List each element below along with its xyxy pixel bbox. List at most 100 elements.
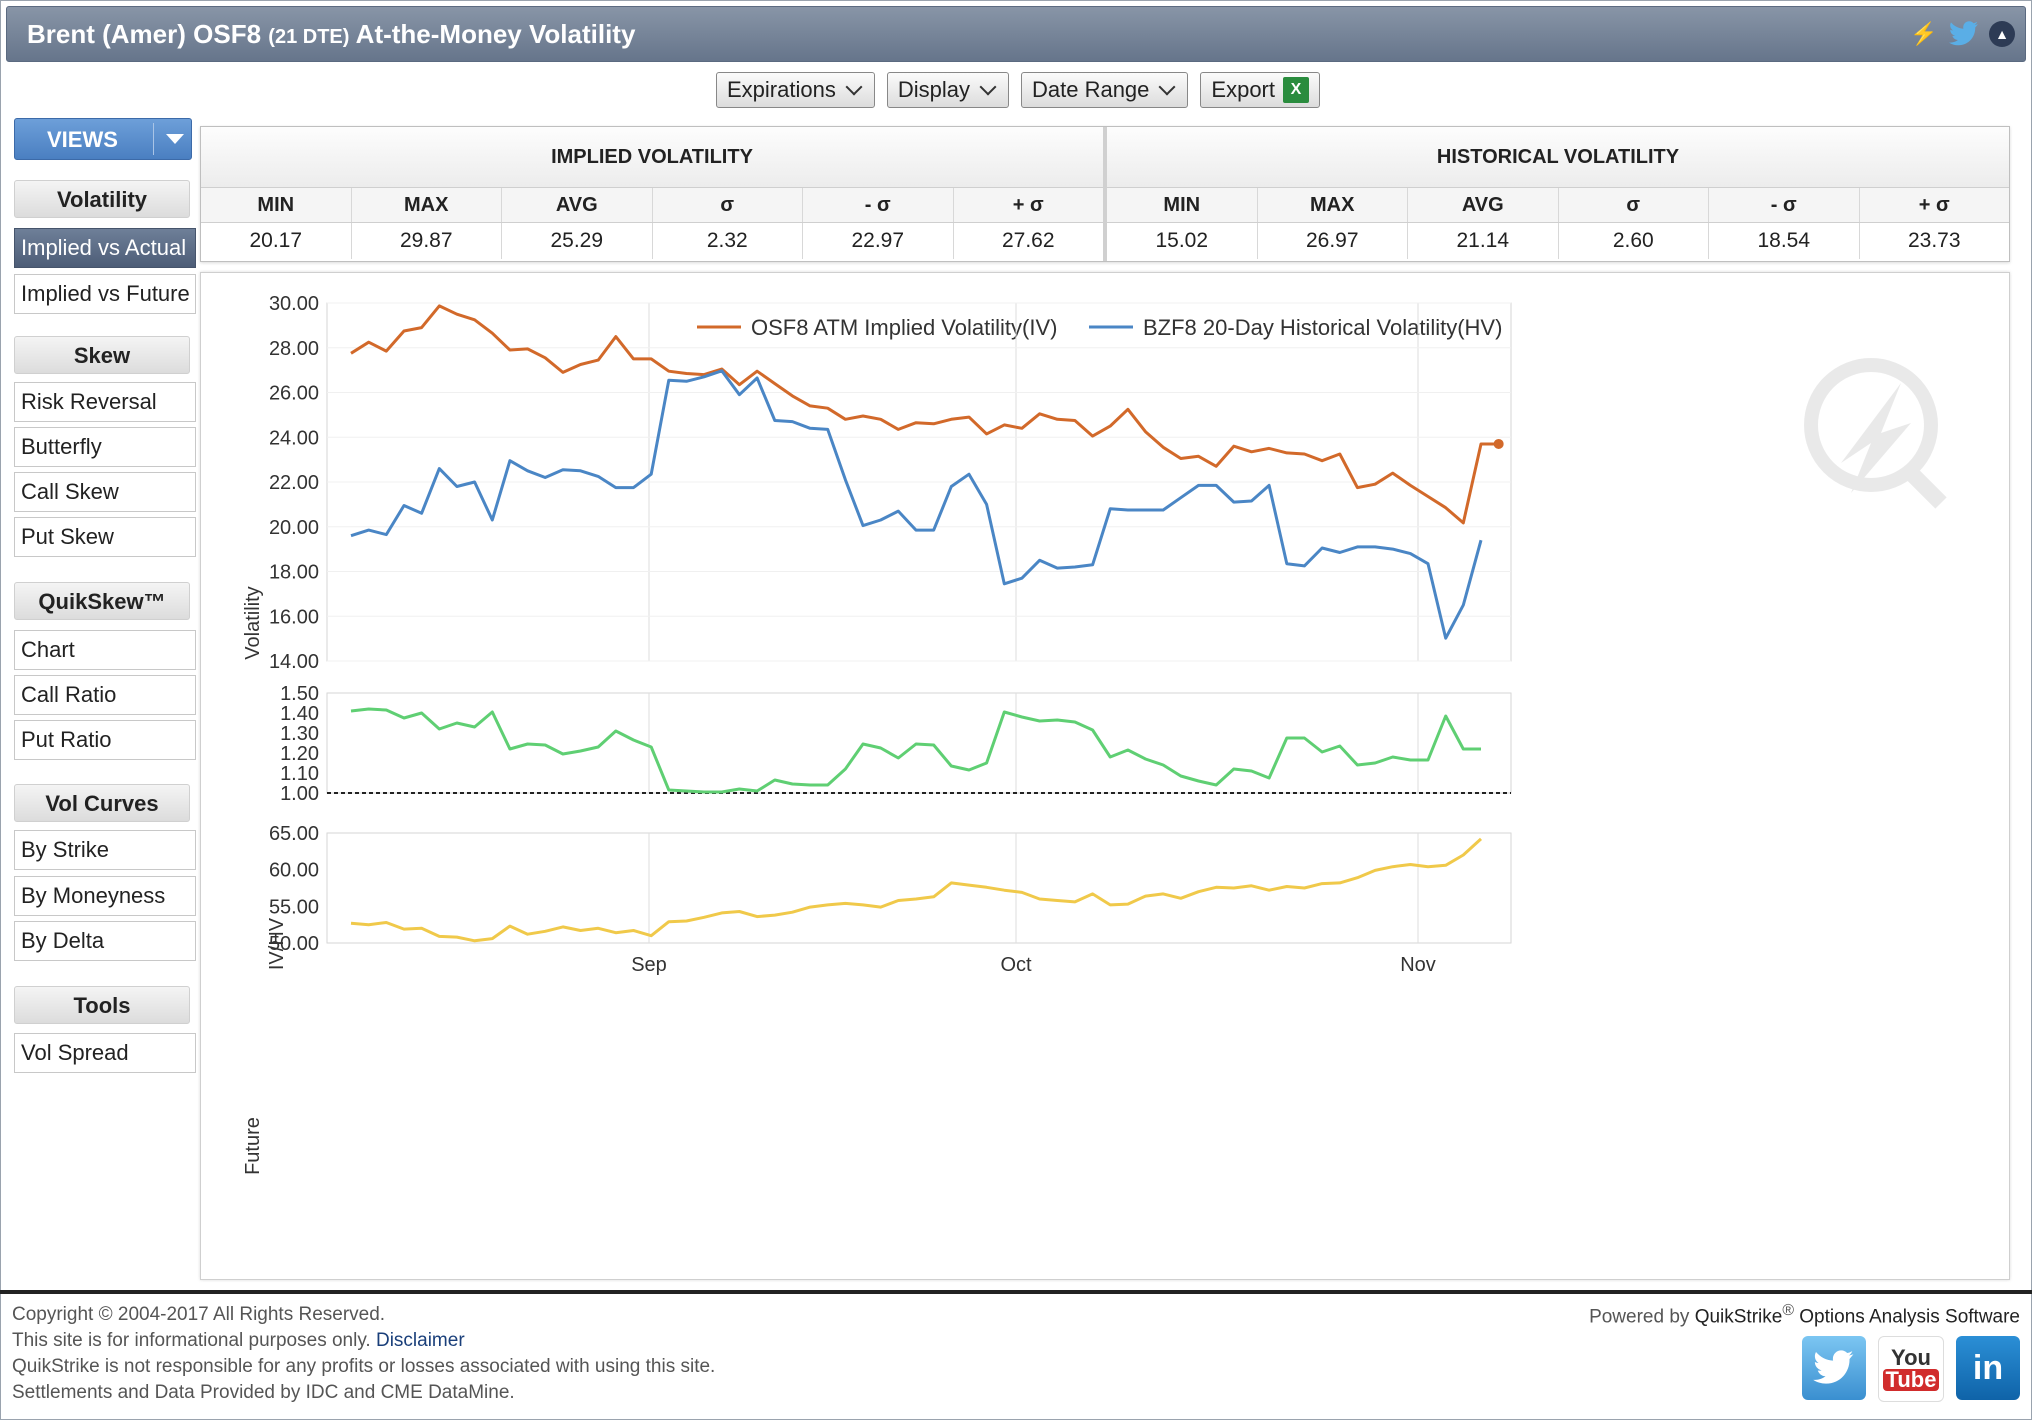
chevron-down-icon xyxy=(845,78,863,96)
footer-left: Copyright © 2004-2017 All Rights Reserve… xyxy=(12,1302,715,1406)
export-button[interactable]: Export X xyxy=(1200,72,1320,108)
iv-value-sigma: 2.32 xyxy=(653,223,803,259)
iv-header-min: MIN xyxy=(201,188,352,222)
date-range-label: Date Range xyxy=(1031,77,1150,102)
sidebar-item-implied-vs-actual[interactable]: Implied vs Actual xyxy=(14,228,196,268)
twitter-social-icon[interactable] xyxy=(1802,1336,1866,1400)
linkedin-icon[interactable]: in xyxy=(1956,1336,2020,1400)
title-bar: Brent (Amer) OSF8 (21 DTE) At-the-Money … xyxy=(6,6,2026,62)
y-label-iv-hv: IV/HV xyxy=(266,917,288,970)
sidebar-item-put-skew[interactable]: Put Skew xyxy=(14,517,196,557)
iv-header-sigma: σ xyxy=(652,188,803,222)
iv-value-minus-sigma: 22.97 xyxy=(803,223,954,259)
iv-value-min: 20.17 xyxy=(201,223,352,259)
display-dropdown[interactable]: Display xyxy=(886,72,1009,108)
social-links: You Tube in xyxy=(1802,1336,2020,1402)
hv-value-plus-sigma: 23.73 xyxy=(1907,229,1961,252)
info-prefix: This site is for informational purposes … xyxy=(12,1330,371,1351)
hv-value-max: 26.97 xyxy=(1258,223,1408,259)
y-label-volatility: Volatility xyxy=(242,586,264,659)
youtube-you: You xyxy=(1891,1345,1931,1370)
section-tools[interactable]: Tools xyxy=(14,986,190,1024)
sidebar-item-put-ratio[interactable]: Put Ratio xyxy=(14,720,196,760)
sidebar-item-implied-vs-future[interactable]: Implied vs Future xyxy=(14,274,196,314)
responsibility-text: QuikStrike is not responsible for any pr… xyxy=(12,1356,716,1377)
y-tick-label: 1.20 xyxy=(280,743,319,765)
sidebar-item-by-moneyness[interactable]: By Moneyness xyxy=(14,876,196,916)
hv-header-min: MIN xyxy=(1107,188,1258,222)
x-tick-label: Nov xyxy=(1400,954,1436,976)
sidebar-item-by-strike[interactable]: By Strike xyxy=(14,830,196,870)
date-range-dropdown[interactable]: Date Range xyxy=(1020,72,1189,108)
y-tick-label: 1.00 xyxy=(280,783,319,805)
twitter-icon[interactable] xyxy=(1949,19,1979,49)
section-skew[interactable]: Skew xyxy=(14,336,190,374)
y-tick-label: 1.50 xyxy=(280,683,319,705)
sidebar-item-butterfly[interactable]: Butterfly xyxy=(14,427,196,467)
title-main: Brent (Amer) OSF8 xyxy=(27,19,262,49)
hv-header-avg: AVG xyxy=(1408,188,1559,222)
footer-divider xyxy=(0,1290,2032,1294)
iv-header-avg: AVG xyxy=(502,188,653,222)
plot-frame xyxy=(326,832,1512,944)
title-suffix: At-the-Money Volatility xyxy=(355,19,636,49)
y-tick-label: 1.40 xyxy=(280,703,319,725)
series-line xyxy=(350,369,1483,640)
page-title: Brent (Amer) OSF8 (21 DTE) At-the-Money … xyxy=(27,19,635,50)
legend-iv-label: OSF8 ATM Implied Volatility(IV) xyxy=(751,315,1057,340)
y-tick-label: 22.00 xyxy=(269,472,319,494)
series-line xyxy=(350,304,1499,525)
collapse-icon[interactable]: ▲ xyxy=(1989,21,2015,47)
y-tick-label: 30.00 xyxy=(269,293,319,315)
chart-panel: OSF8 ATM Implied Volatility(IV) BZF8 20-… xyxy=(200,272,2010,1280)
toolbar: Expirations Display Date Range Export X xyxy=(716,72,1320,108)
section-volatility[interactable]: Volatility xyxy=(14,180,190,218)
y-tick-label: 14.00 xyxy=(269,651,319,673)
iv-header-max: MAX xyxy=(351,188,502,222)
lightning-icon[interactable]: ⚡ xyxy=(1910,21,1938,46)
section-quikskew[interactable]: QuikSkew™ xyxy=(14,582,190,620)
hv-value-min: 15.02 xyxy=(1107,223,1258,259)
powered-by: Powered by QuikStrike® Options Analysis … xyxy=(1589,1302,2020,1328)
sidebar-item-call-ratio[interactable]: Call Ratio xyxy=(14,675,196,715)
registered-mark: ® xyxy=(1782,1302,1794,1319)
watermark-logo xyxy=(1804,358,1947,509)
expirations-label: Expirations xyxy=(727,77,836,102)
youtube-icon[interactable]: You Tube xyxy=(1878,1336,1944,1402)
info-text: This site is for informational purposes … xyxy=(12,1328,715,1354)
y-tick-label: 60.00 xyxy=(269,860,319,882)
hv-header-max: MAX xyxy=(1257,188,1408,222)
sidebar-item-chart[interactable]: Chart xyxy=(14,630,196,670)
disclaimer-link[interactable]: Disclaimer xyxy=(375,1330,465,1351)
export-label: Export xyxy=(1211,77,1275,102)
sidebar-item-by-delta[interactable]: By Delta xyxy=(14,921,196,961)
stats-table: IMPLIED VOLATILITY MIN MAX AVG σ - σ + σ… xyxy=(200,126,2010,262)
historical-volatility-title: HISTORICAL VOLATILITY xyxy=(1107,127,2009,188)
y-tick-label: 1.10 xyxy=(280,763,319,785)
sidebar-item-call-skew[interactable]: Call Skew xyxy=(14,472,196,512)
powered-suffix: Options Analysis Software xyxy=(1799,1306,2020,1328)
chevron-down-icon xyxy=(979,78,997,96)
y-tick-label: 16.00 xyxy=(269,606,319,628)
settlements-text: Settlements and Data Provided by IDC and… xyxy=(12,1382,515,1403)
hv-value-avg: 21.14 xyxy=(1408,223,1559,259)
hv-value-sigma: 2.60 xyxy=(1559,223,1709,259)
hv-value-minus-sigma: 18.54 xyxy=(1709,223,1860,259)
powered-brand[interactable]: QuikStrike xyxy=(1694,1306,1783,1328)
chart-svg[interactable]: OSF8 ATM Implied Volatility(IV) BZF8 20-… xyxy=(201,273,2009,1279)
hv-header-plus-sigma: + σ xyxy=(1859,188,2009,222)
section-vol-curves[interactable]: Vol Curves xyxy=(14,784,190,822)
views-button[interactable]: VIEWS xyxy=(14,118,192,160)
sidebar-item-risk-reversal[interactable]: Risk Reversal xyxy=(14,382,196,422)
y-label-future: Future xyxy=(242,1117,264,1175)
views-dropdown-arrow-icon[interactable] xyxy=(166,134,184,144)
iv-value-plus-sigma: 27.62 xyxy=(1001,229,1055,252)
x-tick-label: Sep xyxy=(631,954,667,976)
implied-volatility-stats: IMPLIED VOLATILITY MIN MAX AVG σ - σ + σ… xyxy=(201,127,1103,261)
title-dte: (21 DTE) xyxy=(268,26,350,48)
y-tick-label: 55.00 xyxy=(269,896,319,918)
expirations-dropdown[interactable]: Expirations xyxy=(716,72,875,108)
implied-volatility-title: IMPLIED VOLATILITY xyxy=(201,127,1103,188)
views-label: VIEWS xyxy=(47,127,118,152)
sidebar-item-vol-spread[interactable]: Vol Spread xyxy=(14,1033,196,1073)
